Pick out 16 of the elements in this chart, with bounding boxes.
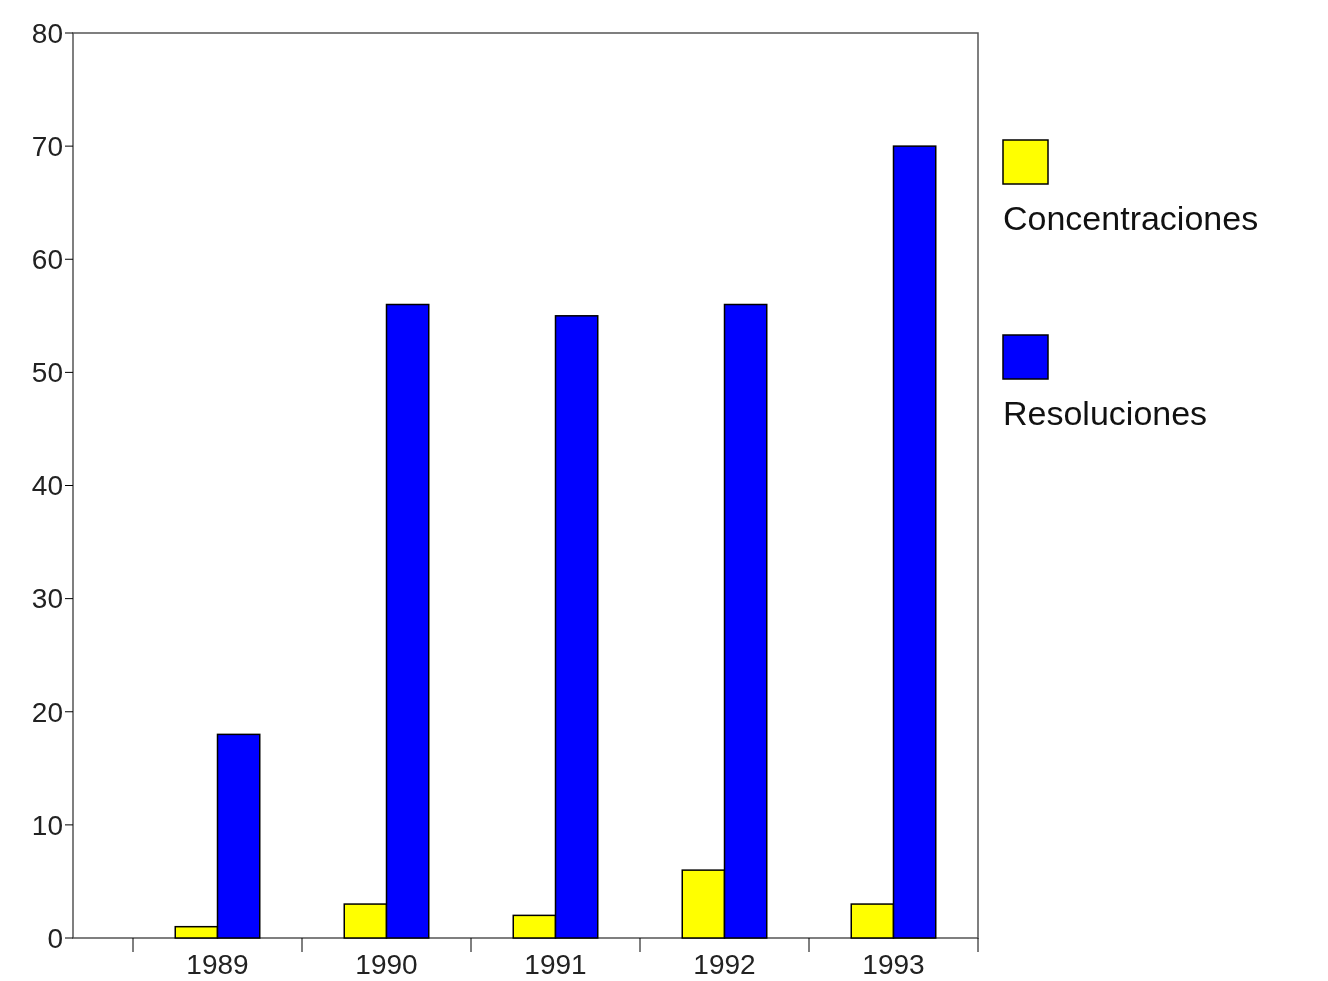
x-tick-label: 1993	[862, 949, 925, 980]
x-tick-label: 1989	[186, 949, 249, 980]
y-tick-label: 0	[47, 922, 63, 954]
x-tick-label: 1991	[524, 949, 587, 980]
legend-label: Resoluciones	[1003, 394, 1208, 432]
y-tick-label: 50	[31, 357, 63, 389]
y-tick-label: 20	[31, 696, 63, 728]
y-tick-label: 30	[31, 583, 63, 615]
y-tick-label: 80	[31, 17, 63, 49]
x-tick-label: 1992	[693, 949, 756, 980]
legend-label: Concentraciones	[1003, 199, 1259, 237]
y-tick-label: 10	[31, 809, 63, 841]
x-tick-label: 1990	[355, 949, 418, 980]
y-tick-label: 60	[31, 244, 63, 276]
y-tick-label: 40	[31, 470, 63, 502]
y-tick-label: 70	[31, 130, 63, 162]
